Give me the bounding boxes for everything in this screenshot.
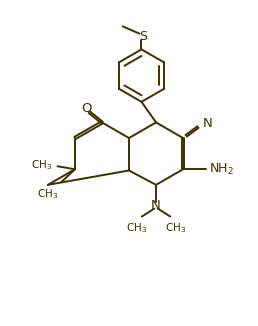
Text: CH$_3$: CH$_3$ — [31, 158, 52, 172]
Text: O: O — [81, 102, 92, 115]
Text: N: N — [151, 199, 161, 212]
Text: CH$_3$: CH$_3$ — [37, 187, 58, 201]
Text: S: S — [139, 30, 147, 43]
Text: CH$_3$: CH$_3$ — [126, 222, 147, 235]
Text: N: N — [203, 117, 213, 130]
Text: CH$_3$: CH$_3$ — [165, 222, 186, 235]
Text: NH$_2$: NH$_2$ — [209, 162, 234, 177]
